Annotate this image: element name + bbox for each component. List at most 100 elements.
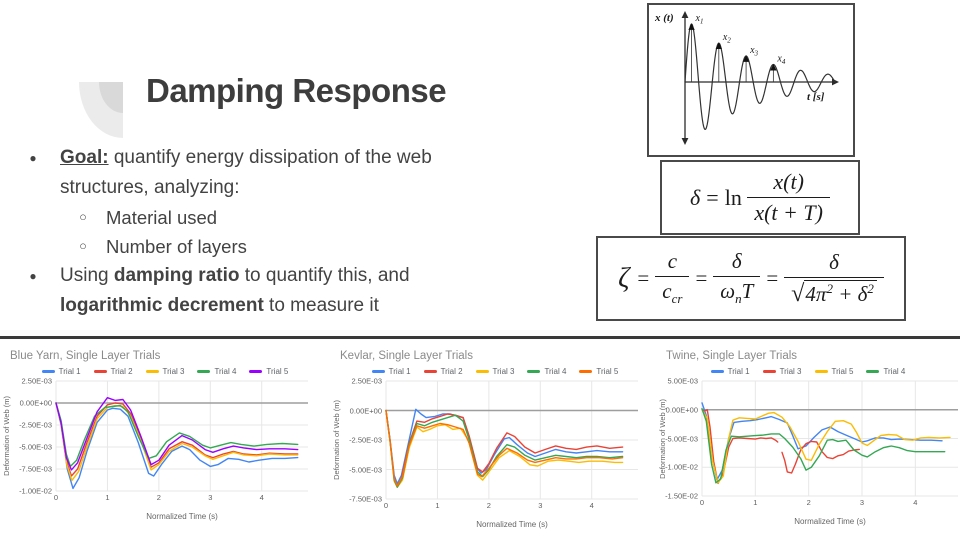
y-axis-label: Deformation of Web (m): [332, 400, 341, 480]
legend-swatch: [41, 369, 55, 373]
x-tick-label: 1: [753, 498, 758, 507]
chart-title: Twine, Single Layer Trials: [666, 350, 798, 362]
x-tick-label: 3: [538, 501, 543, 510]
radicand: 4π2 + δ2: [804, 279, 877, 306]
method-text-damping-ratio: damping ratio: [113, 265, 240, 286]
y-tick-label: -1.00E-02: [665, 462, 698, 472]
osc-xlabel: t [s]: [807, 91, 825, 103]
x-axis-label: Normalized Time (s): [476, 520, 548, 529]
chart-legend: Trial 1 Trial 2 Trial 3 Trial 4 Trial 5: [2, 365, 328, 377]
legend-label: Trial 4: [544, 366, 567, 376]
y-tick-label: 0.00E+00: [665, 405, 698, 415]
y-tick-label: 5.00E-03: [667, 376, 698, 386]
peak-marker: [715, 42, 723, 50]
peak-marker: [688, 23, 695, 30]
bullet-goal-text: Goal: quantify energy dissipation of the…: [60, 143, 472, 203]
legend-label: Trial 4: [214, 366, 237, 376]
y-tick-label: -1.00E-02: [19, 486, 52, 496]
y-axis-ticks: 2.50E-03 0.00E+00 -2.50E-03 -5.00E-03 -7.50E…: [14, 377, 56, 496]
legend-item: Trial 1: [41, 366, 81, 376]
plot-area: [385, 380, 638, 500]
legend-label: Trial 3: [492, 366, 515, 376]
page-title: Damping Response: [146, 72, 447, 109]
legend-item: Trial 4: [866, 367, 905, 376]
equals-sign: =: [766, 266, 779, 290]
legend-swatch: [93, 369, 107, 373]
legend-label: Trial 2: [110, 366, 133, 376]
legend-item: Trial 3: [475, 366, 515, 376]
fraction-delta-omega: δ ωnT: [713, 249, 761, 307]
y-tick-label: -7.50E-03: [349, 494, 382, 504]
damping-ratio-formula: ζ = c ccr = δ ωnT = δ √4π2 + δ2: [596, 236, 906, 321]
series-line: [55, 402, 299, 482]
legend-item: Trial 4: [197, 367, 236, 376]
legend-swatch: [145, 369, 159, 373]
legend-label: Trial 1: [58, 366, 81, 376]
legend-swatch: [475, 369, 489, 373]
fraction-c-ccr: c ccr: [655, 249, 690, 307]
legend-label: Trial 5: [596, 366, 619, 376]
y-tick-label: -5.00E-03: [665, 434, 698, 443]
legend-swatch: [423, 369, 437, 373]
x-axis-ticks: 0 1 2 3 4: [658, 496, 958, 508]
y-tick-label: -5.00E-03: [349, 465, 382, 474]
peak-marker: [770, 63, 777, 71]
legend-item: Trial 5: [249, 367, 288, 376]
y-tick-label: 0.00E+00: [19, 398, 52, 408]
series-line: [781, 440, 861, 474]
subbullet-material: ○ Material used: [8, 203, 508, 232]
x-tick-label: 0: [383, 501, 389, 510]
section-divider-line: [0, 336, 960, 339]
series-line: [701, 402, 943, 481]
legend-label: Trial 1: [727, 366, 750, 376]
method-text-log-decrement: logarithmic decrement: [60, 295, 264, 316]
method-text-2: to quantify this, and: [239, 265, 410, 286]
log-decrement-formula: δ = ln x(t) x(t + T): [660, 160, 860, 235]
fraction-numerator: δ: [713, 249, 761, 278]
legend-swatch: [527, 369, 541, 373]
legend-label: Trial 3: [162, 366, 185, 376]
y-tick-label: 2.50E-03: [351, 376, 382, 386]
ln-operator: ln: [724, 184, 742, 210]
y-axis-ticks: 2.50E-03 0.00E+00 -2.50E-03 -5.00E-03 -7.50E…: [344, 377, 386, 504]
legend-item: Trial 2: [423, 367, 463, 376]
axis-arrow-down: [681, 138, 689, 145]
legend-item: Trial 5: [579, 367, 618, 376]
legend-item: Trial 2: [93, 366, 133, 376]
sqrt-sign: √: [791, 279, 805, 307]
x-tick-label: 3: [208, 493, 213, 502]
y-tick-label: -1.50E-02: [665, 491, 698, 501]
series-line: [55, 402, 299, 468]
fraction-denominator: √4π2 + δ2: [784, 278, 884, 308]
peak-label: x4: [776, 53, 785, 66]
subbullet-material-text: Material used: [106, 207, 218, 228]
legend-swatch: [710, 369, 724, 373]
goal-rest: quantify energy dissipation of the web s…: [60, 147, 432, 198]
peak-label: x3: [749, 45, 758, 58]
x-axis-label: Normalized Time (s): [794, 517, 866, 526]
subbullet-marker: ○: [79, 210, 87, 224]
legend-swatch: [866, 369, 880, 373]
series-line: [701, 407, 946, 484]
series-line: [701, 409, 951, 484]
legend-item: Trial 3: [145, 366, 185, 376]
bullet-list: ● Goal: quantify energy dissipation of t…: [8, 143, 508, 321]
subbullet-layers-text: Number of layers: [106, 236, 247, 257]
x-tick-label: 0: [53, 493, 59, 502]
fraction: x(t) x(t + T): [747, 169, 830, 226]
y-tick-label: -2.50E-03: [19, 420, 52, 430]
subbullet-marker: ○: [79, 239, 87, 253]
chart-twine: Twine, Single Layer Trials Trial 1 Trial …: [658, 344, 958, 526]
chart-kevlar: Kevlar, Single Layer Trials Trial 1 Trial…: [332, 344, 658, 529]
fraction-delta-sqrt: δ √4π2 + δ2: [784, 250, 884, 308]
delta-symbol: δ: [690, 184, 701, 210]
y-tick-label: 0.00E+00: [349, 406, 382, 415]
chart-title: Kevlar, Single Layer Trials: [340, 350, 473, 362]
bullet-method: ● Using damping ratio to quantify this, …: [8, 261, 508, 321]
fraction-numerator: c: [655, 249, 690, 278]
goal-label: Goal:: [60, 147, 109, 168]
fraction-denominator: x(t + T): [754, 200, 823, 225]
x-axis-label: Normalized Time (s): [146, 512, 218, 521]
legend-label: Trial 5: [266, 366, 289, 376]
osc-ylabel: x (t): [654, 12, 674, 24]
